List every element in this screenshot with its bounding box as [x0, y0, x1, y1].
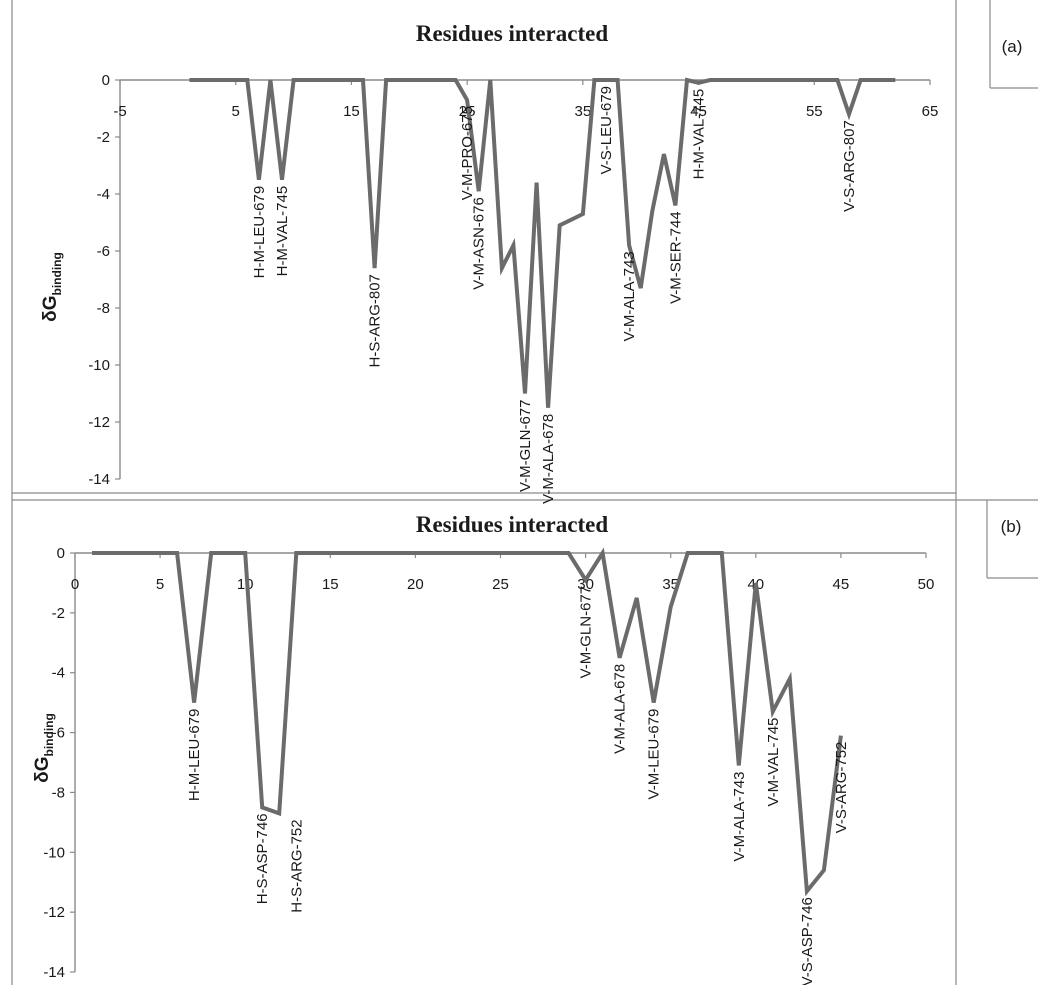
panel-a-annotation-label: H-M-VAL-745	[274, 186, 291, 277]
panel-b-y-tick-label: 0	[57, 545, 65, 562]
panel-a-x-tick-label: 65	[922, 103, 939, 120]
panel-a-y-tick-label: -6	[97, 243, 110, 260]
panel-b-x-tick-label: 45	[833, 576, 850, 593]
panel-a-x-tick-label: 45	[690, 103, 707, 120]
panel-b-y-tick-label: -4	[52, 665, 65, 682]
panel-b-x-tick-label: 30	[577, 576, 594, 593]
panel-a-x-tick-label: 35	[575, 103, 592, 120]
panel-b-annotation-label: V-M-VAL-745	[765, 718, 782, 807]
panel-b-title: Residues interacted	[416, 512, 608, 537]
panel-b: (b) Residues interacted δGbinding 0 -2 -4 -…	[32, 512, 1021, 985]
panel-a-annotation-label: V-M-GLN-677	[517, 400, 534, 493]
panel-b-y-tick-label: -6	[52, 725, 65, 742]
panel-b-y-axis-label: δGbinding	[32, 713, 56, 783]
panel-a-series-line	[189, 77, 896, 408]
panel-b-series-line	[92, 547, 843, 897]
panel-b-x-tick-label: 25	[492, 576, 509, 593]
panel-b-annotation-label: V-M-GLN-677	[578, 586, 595, 679]
panel-b-y-tick-label: -8	[52, 784, 65, 801]
panel-a-y-tick-label: 0	[102, 72, 110, 89]
panel-a-tag: (a)	[1002, 37, 1023, 56]
panel-a-y-tick-label: -10	[88, 357, 110, 374]
panel-a-x-tick-label: -5	[113, 103, 126, 120]
panel-a-y-tick-label: -4	[97, 186, 110, 203]
panel-b-annotation-label: V-S-ARG-752	[833, 742, 850, 834]
panel-a-y-tick-label: -8	[97, 300, 110, 317]
panel-b-x-tick-label: 15	[322, 576, 339, 593]
panel-a-annotation-label: H-S-ARG-807	[367, 274, 384, 367]
panel-b-annotation-label: V-M-LEU-679	[646, 709, 663, 800]
panel-a-title: Residues interacted	[416, 21, 608, 46]
panel-a-annotation-label: V-S-ARG-807	[841, 120, 858, 212]
panel-b-x-tick-label: 50	[918, 576, 935, 593]
panel-a-annotation-label: V-M-ALA-743	[621, 251, 638, 341]
panel-a-y-axis-label-sub: binding	[50, 252, 64, 295]
panel-a-annotation-label: V-M-PRO-675	[459, 106, 476, 200]
panel-b-x-tick-label: 20	[407, 576, 424, 593]
panel-b-annotation-label: H-S-ASP-746	[254, 813, 271, 904]
panel-a-y-tick-label: -14	[88, 471, 110, 488]
panel-a-x-tick-label: 55	[806, 103, 823, 120]
panel-b-y-axis-label-sub: binding	[42, 713, 56, 756]
panel-a-x-tick-label: 15	[343, 103, 360, 120]
panel-b-y-tick-label: -14	[43, 964, 65, 981]
panel-b-y-tick-label: -2	[52, 605, 65, 622]
svg-text:δGbinding: δGbinding	[32, 713, 56, 783]
panel-b-annotation-label: H-S-ARG-752	[288, 819, 305, 912]
panel-b-annotation-label: V-M-ALA-678	[612, 664, 629, 754]
panel-b-annotation-label: V-S-ASP-746	[799, 897, 816, 985]
panel-a: (a) Residues interacted δGbinding 0 -2 -4 -…	[40, 21, 1022, 504]
panel-a-x-tick-label: 5	[232, 103, 240, 120]
panel-a-annotation-label: H-M-VAL-745	[691, 89, 708, 180]
panel-a-y-axis-label: δGbinding	[40, 252, 64, 322]
panel-a-annotation-label: V-M-SER-744	[667, 211, 684, 304]
panel-a-annotation-label: H-M-LEU-679	[251, 186, 268, 279]
panel-b-annotation-label: V-M-ALA-743	[731, 772, 748, 862]
svg-text:δGbinding: δGbinding	[40, 252, 64, 322]
panel-a-annotation-label: V-M-ASN-676	[471, 197, 488, 290]
panel-a-y-tick-label: -2	[97, 129, 110, 146]
panel-a-annotation-label: V-S-LEU-679	[598, 86, 615, 174]
figure-frame	[11, 0, 1038, 985]
panel-b-tag: (b)	[1001, 517, 1022, 536]
panel-b-y-tick-label: -12	[43, 904, 65, 921]
panel-a-annotation-label: V-M-ALA-678	[540, 414, 557, 504]
panel-b-x-tick-label: 5	[156, 576, 164, 593]
panel-b-y-tick-label: -10	[43, 844, 65, 861]
panel-b-y-axis-label-main: δG	[32, 757, 53, 783]
panel-a-y-tick-label: -12	[88, 414, 110, 431]
panel-b-x-tick-label: 0	[71, 576, 79, 593]
panel-b-annotation-label: H-M-LEU-679	[186, 709, 203, 802]
panel-a-y-axis-label-main: δG	[40, 296, 61, 322]
